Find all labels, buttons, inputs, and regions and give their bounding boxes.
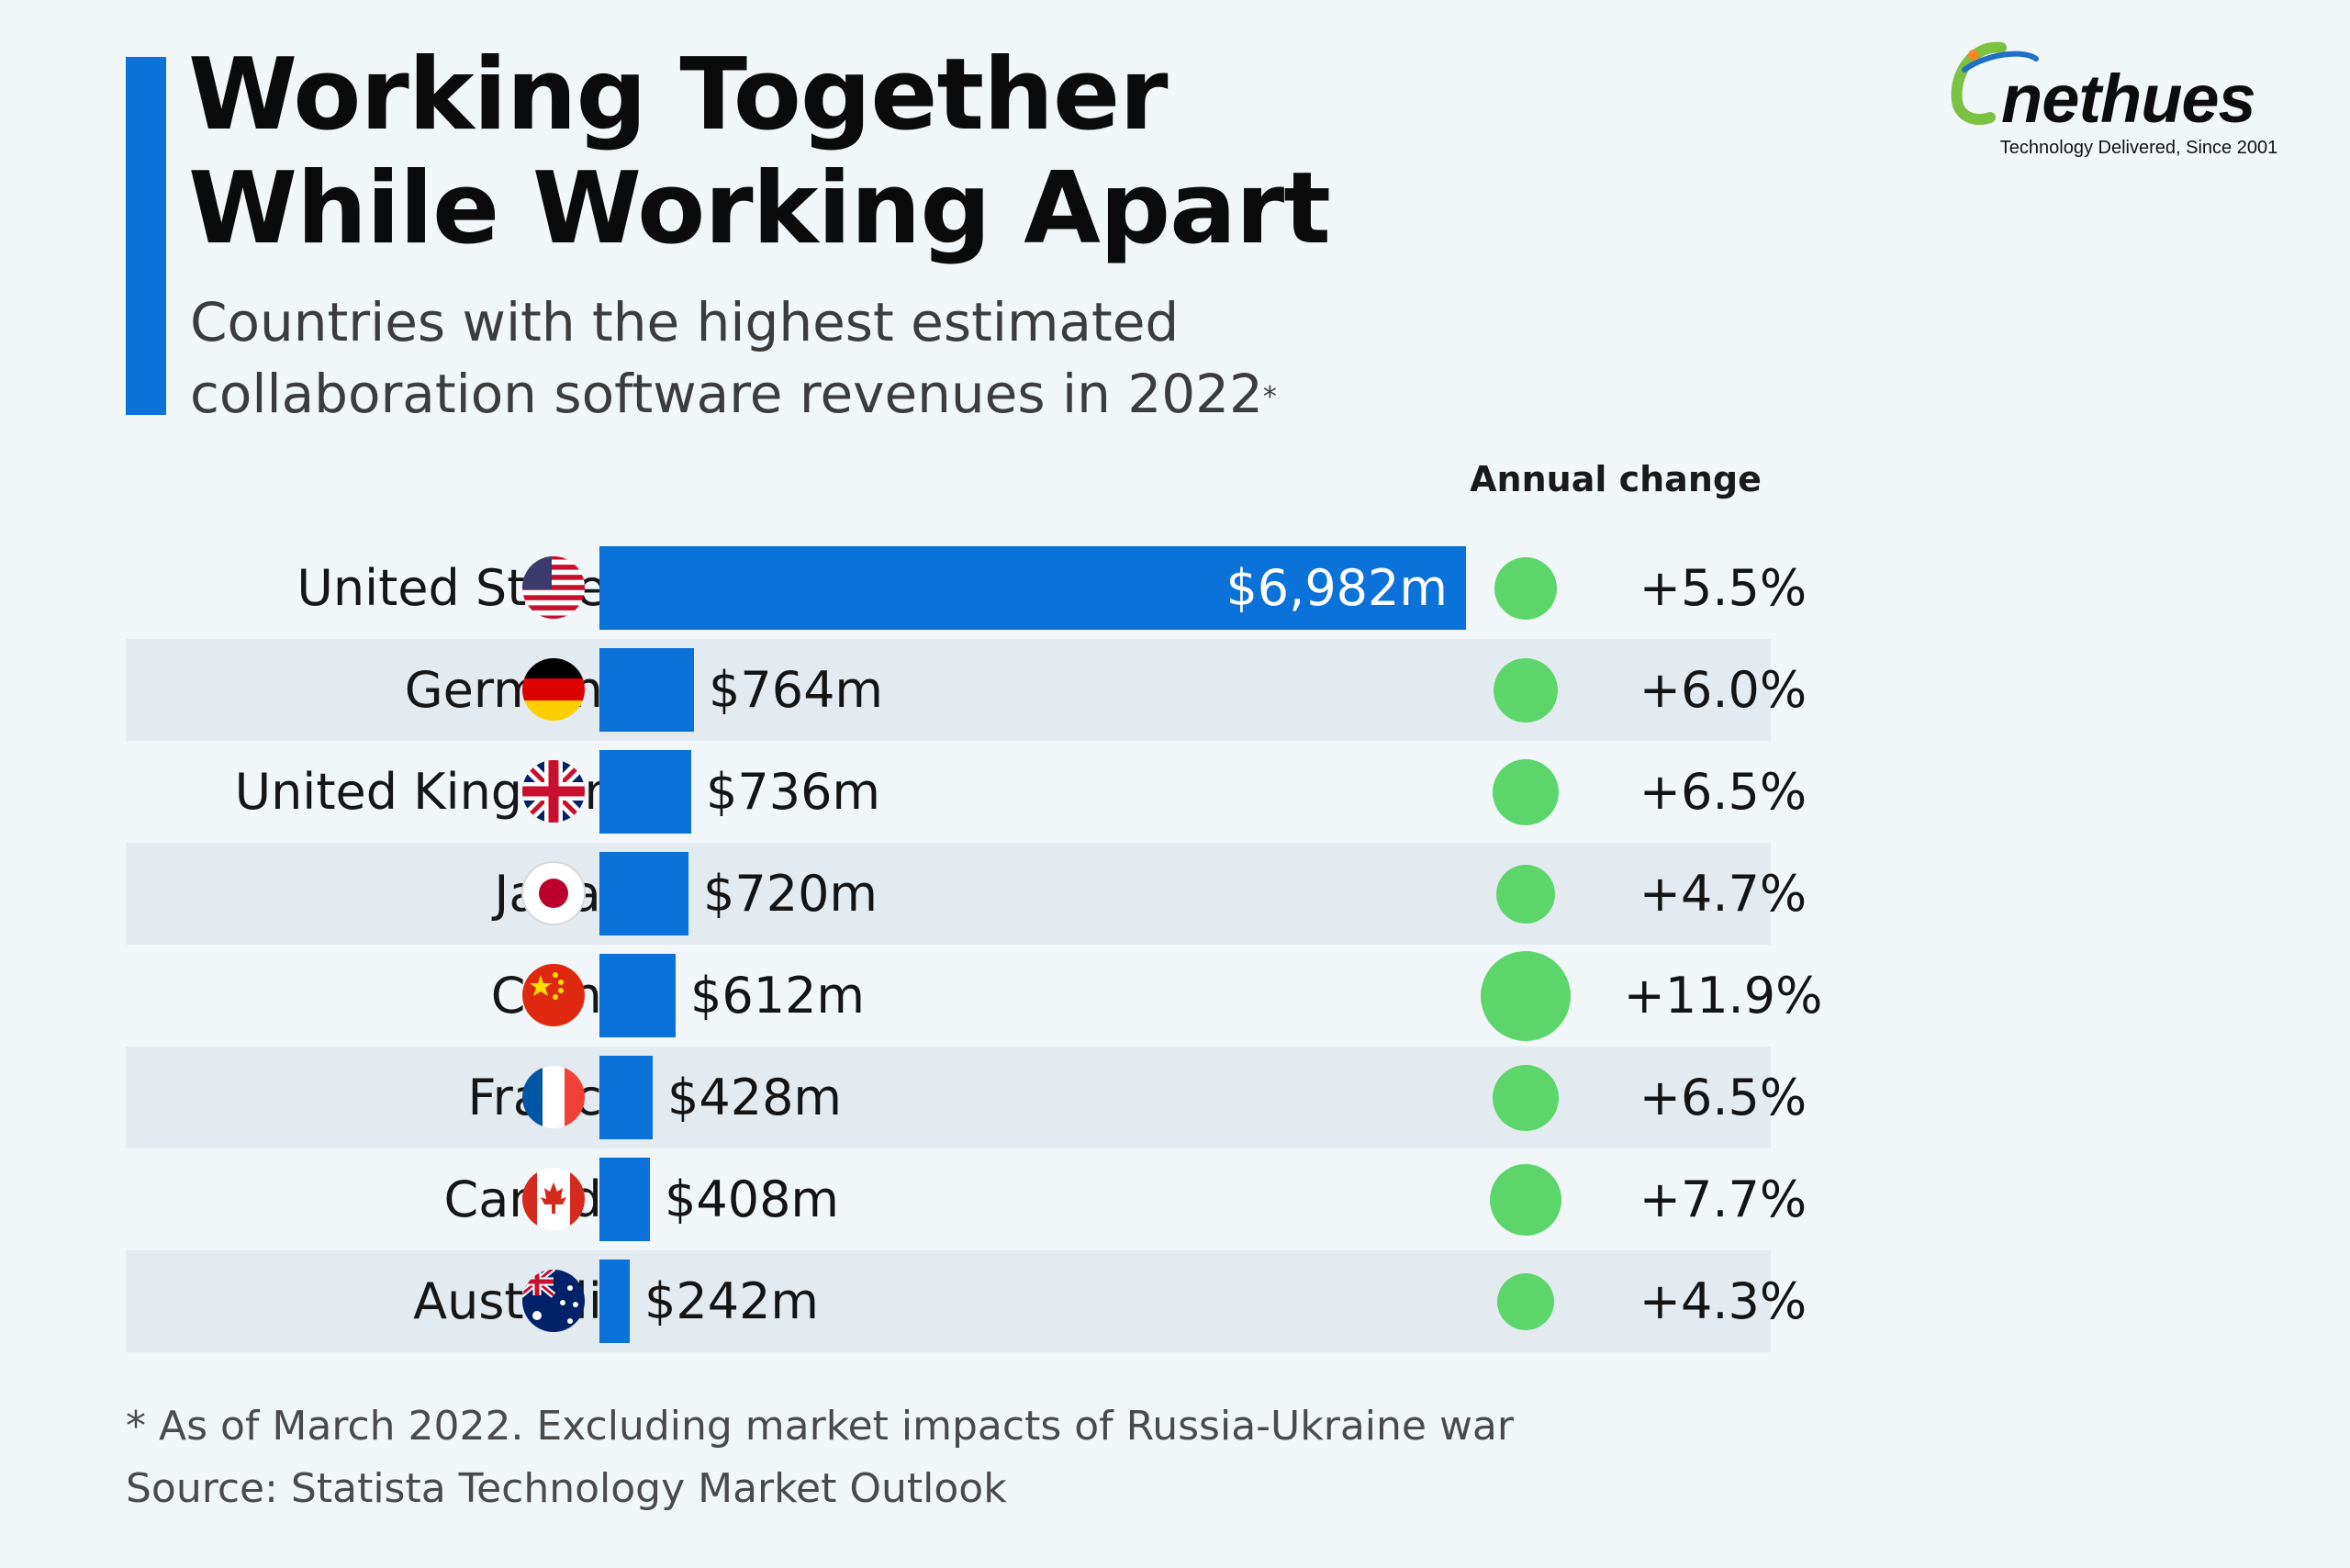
au-flag-icon — [522, 1270, 585, 1332]
annual-change-label: +6.5% — [1639, 763, 1807, 821]
chart-row: Canada$408m+7.7% — [126, 1148, 1807, 1250]
cn-flag-icon — [522, 964, 585, 1026]
chart-row: Australia$242m+4.3% — [126, 1250, 1807, 1352]
revenue-bar — [599, 1260, 630, 1343]
chart-row: Germany $764m +6.0% — [126, 639, 1807, 741]
annual-change-label: +6.0% — [1639, 661, 1807, 719]
annual-change-dot — [1493, 758, 1559, 825]
revenue-bar — [599, 546, 1466, 630]
footnote-block: * As of March 2022. Excluding market imp… — [126, 1395, 1514, 1520]
footnote-text: * As of March 2022. Excluding market imp… — [126, 1403, 1514, 1450]
annual-change-dot — [1497, 1272, 1554, 1330]
title-line-2: While Working Apart — [188, 151, 1331, 266]
revenue-value-label: $720m — [703, 865, 878, 923]
ca-flag-icon — [522, 1168, 585, 1230]
revenue-bar — [599, 750, 691, 834]
annual-change-dot — [1494, 657, 1558, 722]
revenue-bar — [599, 648, 694, 732]
annual-change-dot — [1481, 950, 1571, 1041]
chart-title: Working Together While Working Apart — [188, 38, 1331, 266]
title-line-1: Working Together — [188, 38, 1168, 152]
annual-change-label: +5.5% — [1639, 559, 1807, 617]
revenue-value-label: $612m — [690, 967, 866, 1025]
annual-change-label: +7.7% — [1639, 1170, 1807, 1228]
annual-change-dot — [1496, 864, 1555, 924]
revenue-bar — [599, 852, 688, 935]
logo-tagline: Technology Delivered, Since 2001 — [1999, 138, 2278, 158]
uk-flag-icon — [522, 760, 585, 823]
bar-chart: United States $6,982m +5.5% Germany $764m +6.… — [126, 537, 1822, 1352]
revenue-value-label: $6,982m — [1225, 559, 1448, 617]
chart-row: Japan$720m+4.7% — [126, 843, 1807, 945]
revenue-bar — [599, 1056, 653, 1139]
annual-change-dot — [1490, 1163, 1561, 1236]
de-flag-icon — [522, 658, 585, 721]
revenue-value-label: $428m — [667, 1069, 843, 1126]
country-label: Germany — [404, 661, 632, 719]
annual-change-label: +6.5% — [1639, 1069, 1807, 1126]
title-accent-bar — [126, 57, 166, 415]
revenue-value-label: $242m — [644, 1272, 820, 1330]
revenue-bar — [599, 954, 676, 1037]
logo-swoosh-icon — [1951, 41, 2039, 125]
annual-change-dot — [1493, 1064, 1559, 1131]
jp-flag-icon — [521, 861, 586, 925]
revenue-bar — [599, 1158, 650, 1241]
annual-change-label: +4.3% — [1639, 1272, 1807, 1330]
chart-row: China$612m+11.9% — [126, 945, 1822, 1047]
nethues-logo: nethues Technology Delivered, Since 2001 — [1937, 37, 2286, 165]
source-text: Source: Statista Technology Market Outlo… — [126, 1465, 1007, 1512]
subtitle-line-1: Countries with the highest estimated — [190, 291, 1180, 353]
annual-change-dot — [1494, 556, 1557, 620]
annual-change-label: +4.7% — [1639, 865, 1807, 923]
revenue-value-label: $764m — [709, 661, 884, 719]
annual-change-header: Annual change — [1470, 459, 1762, 499]
us-flag-icon — [522, 556, 585, 619]
chart-subtitle: Countries with the highest estimated col… — [190, 286, 1277, 430]
fr-flag-icon — [522, 1066, 585, 1128]
chart-row: France$428m+6.5% — [126, 1047, 1807, 1148]
revenue-value-label: $408m — [665, 1170, 840, 1228]
subtitle-line-2: collaboration software revenues in 2022 — [190, 363, 1263, 425]
chart-row: United Kingdom $736m +6.5% — [126, 741, 1807, 843]
revenue-value-label: $736m — [706, 763, 881, 821]
logo-wordmark: nethues — [2001, 61, 2256, 137]
subtitle-footnote-marker: * — [1262, 381, 1277, 413]
chart-row: United States $6,982m +5.5% — [126, 537, 1807, 639]
annual-change-label: +11.9% — [1623, 967, 1823, 1025]
